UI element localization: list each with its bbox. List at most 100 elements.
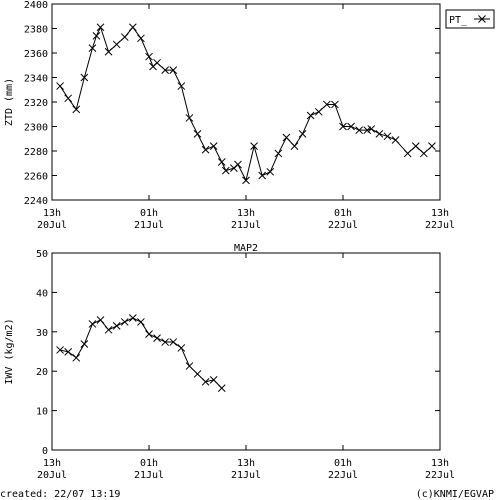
y-tick-label: 2360 <box>24 49 48 60</box>
legend-label: PT_ <box>449 15 468 26</box>
y-tick-label: 0 <box>42 446 48 457</box>
y-axis-label: ZTD (mm) <box>4 78 15 126</box>
marker <box>428 142 436 150</box>
marker <box>137 318 145 326</box>
marker <box>169 338 178 346</box>
marker <box>169 66 178 75</box>
marker <box>383 132 392 141</box>
marker <box>80 340 89 348</box>
plot-frame <box>51 252 441 451</box>
x-tick-label: 13h 21Jul <box>231 208 261 231</box>
marker <box>331 100 339 109</box>
marker <box>177 82 186 90</box>
footer-left: created: 22/07 13:19 <box>0 489 120 500</box>
marker <box>120 33 129 41</box>
marker <box>201 377 210 386</box>
marker <box>367 125 376 133</box>
marker <box>120 318 129 326</box>
legend-marker <box>474 15 490 23</box>
y-tick-label: 2340 <box>24 74 48 85</box>
x-tick-label: 13h 22Jul <box>425 458 455 481</box>
x-tick-label: 01h 21Jul <box>134 458 164 481</box>
y-tick-label: 2380 <box>24 25 48 36</box>
marker <box>339 122 347 131</box>
y-tick-label: 20 <box>36 367 48 378</box>
marker <box>145 330 153 339</box>
marker <box>274 149 283 158</box>
marker <box>403 149 412 158</box>
marker <box>64 348 73 356</box>
marker <box>185 362 194 370</box>
marker <box>217 384 226 392</box>
marker <box>290 142 299 150</box>
marker <box>375 129 384 138</box>
marker <box>419 149 428 158</box>
marker <box>161 66 170 75</box>
y-tick-label: 2400 <box>24 0 48 11</box>
x-tick-label: 13h 20Jul <box>37 208 67 231</box>
footer-right: (c)KNMI/EGVAP <box>416 489 494 500</box>
marker <box>80 73 89 82</box>
x-tick-label: 01h 21Jul <box>134 208 164 231</box>
x-tick-label: 13h 20Jul <box>37 458 67 481</box>
marker <box>112 322 121 330</box>
marker <box>137 34 145 43</box>
marker <box>153 334 161 342</box>
y-tick-label: 2260 <box>24 172 48 183</box>
marker <box>104 47 113 56</box>
legend-box <box>445 9 495 29</box>
chart-title: MAP2 <box>234 243 258 254</box>
plot-frame <box>51 3 441 201</box>
marker <box>234 160 242 169</box>
marker <box>56 346 64 354</box>
marker <box>145 52 153 61</box>
marker <box>298 129 307 138</box>
y-tick-label: 2240 <box>24 196 48 207</box>
marker <box>217 158 226 166</box>
marker <box>250 142 258 150</box>
marker <box>177 344 186 352</box>
marker <box>209 376 218 384</box>
marker <box>64 94 73 103</box>
marker <box>72 353 81 362</box>
marker <box>314 107 323 116</box>
marker <box>185 114 194 122</box>
series-line <box>59 317 223 389</box>
x-tick-label: 01h 22Jul <box>328 208 358 231</box>
x-tick-label: 01h 22Jul <box>328 458 358 481</box>
marker <box>88 44 97 52</box>
marker <box>391 136 400 144</box>
x-tick-label: 13h 21Jul <box>231 458 261 481</box>
marker <box>92 31 101 40</box>
marker <box>128 314 137 322</box>
marker <box>355 126 364 135</box>
y-tick-label: 10 <box>36 407 48 418</box>
marker <box>128 23 137 32</box>
y-axis-label: IWV (kg/m2) <box>4 318 15 384</box>
marker <box>161 338 170 346</box>
y-tick-label: 2320 <box>24 98 48 109</box>
marker <box>221 166 230 175</box>
marker <box>322 100 331 109</box>
marker <box>153 58 161 67</box>
y-tick-label: 2280 <box>24 147 48 158</box>
y-tick-label: 50 <box>36 249 48 260</box>
marker <box>242 176 250 185</box>
marker <box>209 142 218 150</box>
marker <box>266 167 275 176</box>
x-tick-label: 13h 22Jul <box>425 208 455 231</box>
marker <box>193 370 202 378</box>
marker <box>96 23 105 32</box>
marker <box>411 142 420 150</box>
marker <box>258 171 267 180</box>
marker <box>72 105 81 114</box>
marker <box>112 40 121 49</box>
marker <box>56 82 64 90</box>
marker <box>201 145 210 154</box>
y-tick-label: 2300 <box>24 123 48 134</box>
marker <box>88 320 97 328</box>
marker <box>347 122 355 131</box>
marker <box>96 316 105 324</box>
y-tick-label: 30 <box>36 328 48 339</box>
series-line <box>59 25 433 182</box>
